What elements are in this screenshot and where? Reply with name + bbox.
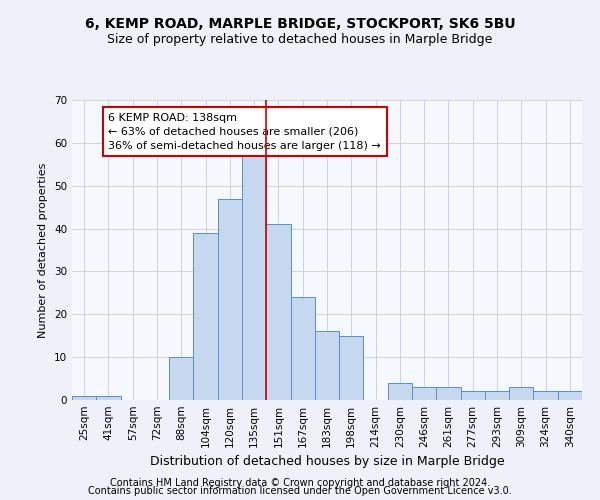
Bar <box>169 357 193 400</box>
Bar <box>96 396 121 400</box>
Bar <box>266 224 290 400</box>
Text: Contains public sector information licensed under the Open Government Licence v3: Contains public sector information licen… <box>88 486 512 496</box>
Bar <box>290 297 315 400</box>
Y-axis label: Number of detached properties: Number of detached properties <box>38 162 49 338</box>
Text: 6, KEMP ROAD, MARPLE BRIDGE, STOCKPORT, SK6 5BU: 6, KEMP ROAD, MARPLE BRIDGE, STOCKPORT, … <box>85 18 515 32</box>
Bar <box>533 392 558 400</box>
Bar <box>485 392 509 400</box>
Bar <box>72 396 96 400</box>
Bar <box>436 387 461 400</box>
Bar <box>218 198 242 400</box>
Bar <box>339 336 364 400</box>
Bar <box>461 392 485 400</box>
Text: Contains HM Land Registry data © Crown copyright and database right 2024.: Contains HM Land Registry data © Crown c… <box>110 478 490 488</box>
Bar <box>558 392 582 400</box>
Bar <box>242 152 266 400</box>
Bar <box>315 332 339 400</box>
Bar <box>193 233 218 400</box>
Bar <box>412 387 436 400</box>
Bar <box>388 383 412 400</box>
Text: Size of property relative to detached houses in Marple Bridge: Size of property relative to detached ho… <box>107 32 493 46</box>
Text: 6 KEMP ROAD: 138sqm
← 63% of detached houses are smaller (206)
36% of semi-detac: 6 KEMP ROAD: 138sqm ← 63% of detached ho… <box>109 113 381 151</box>
Bar <box>509 387 533 400</box>
X-axis label: Distribution of detached houses by size in Marple Bridge: Distribution of detached houses by size … <box>149 456 505 468</box>
